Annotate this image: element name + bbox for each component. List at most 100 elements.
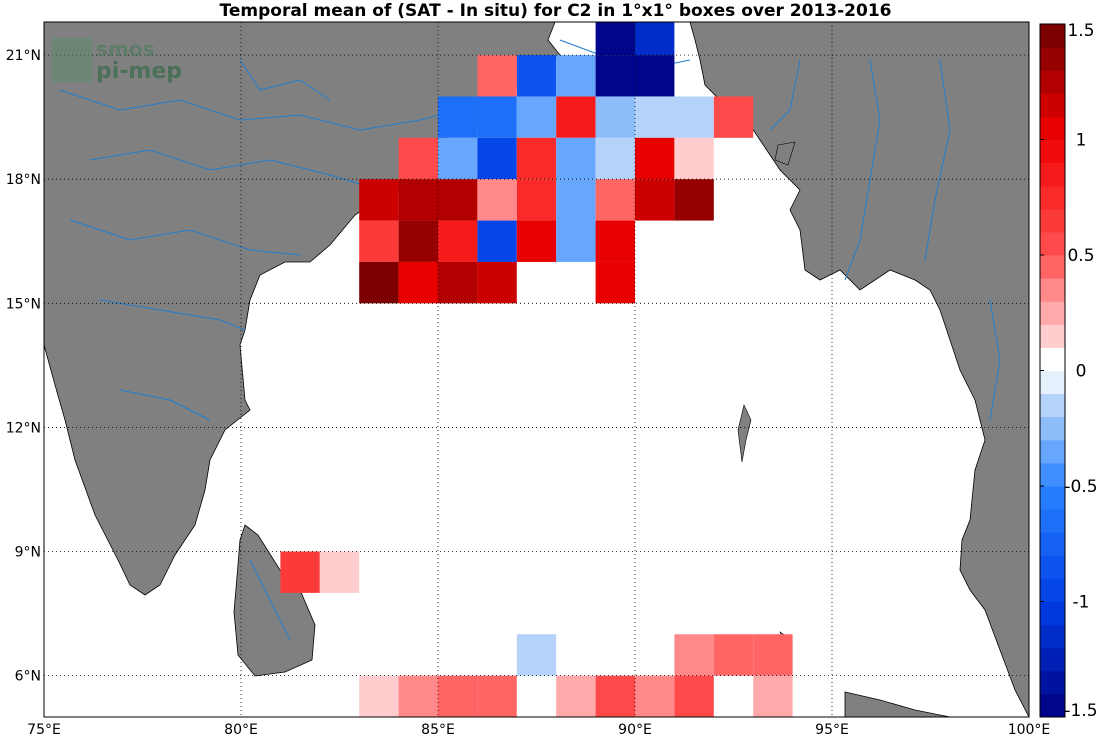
colorbar-tick-label: 1 [1076, 131, 1087, 151]
heatmap-cell [398, 137, 438, 180]
colorbar-level [1040, 601, 1065, 626]
heatmap-cell [635, 137, 675, 180]
heatmap-cell [556, 96, 596, 138]
heatmap-cell [516, 179, 557, 221]
colorbar-tick-label: -1 [1073, 593, 1090, 613]
heatmap-cell [674, 675, 714, 717]
heatmap-cell [635, 55, 675, 97]
colorbar-level [1040, 532, 1065, 556]
watermark-icon [52, 38, 92, 82]
y-tick-label: 15°N [6, 296, 41, 312]
heatmap-cell [674, 96, 714, 138]
colorbar-level [1040, 439, 1065, 464]
colorbar-tick-label: 0.5 [1067, 246, 1094, 266]
y-tick-label: 18°N [6, 172, 41, 188]
colorbar-level [1040, 93, 1065, 117]
colorbar-level [1040, 670, 1065, 695]
x-tick-label: 100°E [1008, 722, 1051, 738]
x-tick-label: 75°E [27, 722, 61, 738]
heatmap-cell [398, 261, 438, 304]
heatmap-cell [477, 675, 517, 717]
heatmap-cell [516, 96, 557, 138]
heatmap-cell [359, 261, 399, 304]
heatmap-cell [556, 675, 596, 717]
heatmap-cell [438, 675, 478, 717]
heatmap-cell [595, 179, 635, 221]
colorbar-level [1040, 555, 1065, 579]
heatmap-cell [556, 55, 596, 97]
sumatra-tip [844, 691, 951, 717]
heatmap-cell [556, 179, 596, 221]
colorbar-tick-label: -1.5 [1064, 701, 1097, 721]
colorbar-level [1040, 416, 1065, 441]
colorbar-level [1040, 370, 1065, 395]
colorbar-level [1040, 185, 1065, 210]
colorbar-level [1040, 162, 1065, 187]
colorbar-level [1040, 139, 1065, 164]
heatmap-cell [635, 179, 675, 221]
colorbar-level [1040, 116, 1065, 140]
colorbar-level [1040, 301, 1065, 325]
sri-lanka [233, 524, 316, 677]
heatmap-cell [595, 675, 635, 717]
heatmap-cell [477, 55, 517, 97]
heatmap-cell [438, 96, 478, 138]
map-title: Temporal mean of (SAT - In situ) for C2 … [219, 1, 892, 21]
y-tick-label: 9°N [15, 545, 41, 561]
y-axis-ticks: 6°N 9°N 12°N 15°N 18°N 21°N [6, 48, 41, 685]
heatmap-cell [477, 137, 517, 180]
x-axis-ticks: 75°E 80°E 85°E 90°E 95°E 100°E [27, 722, 1050, 738]
heatmap-cell [595, 22, 635, 56]
colorbar-level [1040, 647, 1065, 672]
andaman-island [737, 404, 752, 463]
heatmap-cell [753, 675, 793, 717]
colorbar-level [1040, 509, 1065, 533]
heatmap-cell [674, 179, 714, 221]
colorbar-level [1040, 486, 1065, 510]
data-cells [280, 22, 793, 717]
heatmap-cell [713, 96, 754, 138]
colorbar-tick-label: 1.5 [1067, 21, 1094, 41]
heatmap-cell [359, 179, 399, 221]
colorbar-level [1040, 208, 1065, 233]
colorbar-level [1040, 324, 1065, 348]
heatmap-cell [595, 220, 635, 262]
colorbar-level [1040, 624, 1065, 649]
x-tick-label: 95°E [815, 722, 849, 738]
heatmap-cell [635, 675, 675, 717]
colorbar: 1.5 1 0.5 0 -0.5 -1 -1.5 [1039, 21, 1098, 721]
watermark-text-1: smos [96, 37, 154, 61]
heatmap-cell [674, 137, 714, 180]
colorbar-level [1040, 462, 1065, 487]
heatmap-cell [713, 634, 754, 676]
heatmap-cell [595, 55, 635, 97]
heatmap-cell [595, 137, 635, 180]
colorbar-level [1040, 255, 1065, 279]
colorbar-tick-label: -0.5 [1064, 477, 1097, 497]
colorbar-level [1040, 24, 1065, 48]
heatmap-cell [359, 675, 399, 717]
heatmap-cell [477, 96, 517, 138]
colorbar-level [1040, 278, 1065, 302]
heatmap-cell [516, 137, 557, 180]
heatmap-cell [438, 220, 478, 262]
heatmap-cell [398, 675, 438, 717]
heatmap-cell [516, 634, 557, 676]
heatmap-cell [359, 220, 399, 262]
heatmap-cell [398, 220, 438, 262]
plot-frame [43, 21, 1030, 718]
watermark-text-2: pi-mep [96, 59, 182, 84]
heatmap-cell [595, 96, 635, 138]
heatmap-cell [595, 261, 635, 304]
heatmap-cell [753, 634, 793, 676]
heatmap-cell [438, 261, 478, 304]
heatmap-cell [556, 220, 596, 262]
colorbar-tick-label: 0 [1076, 362, 1087, 382]
colorbar-level [1040, 347, 1065, 371]
heatmap-cell [477, 220, 517, 262]
heatmap-cell [477, 179, 517, 221]
colorbar-level [1040, 578, 1065, 602]
watermark-logo: smos pi-mep [52, 37, 182, 84]
heatmap-cell [635, 22, 675, 56]
